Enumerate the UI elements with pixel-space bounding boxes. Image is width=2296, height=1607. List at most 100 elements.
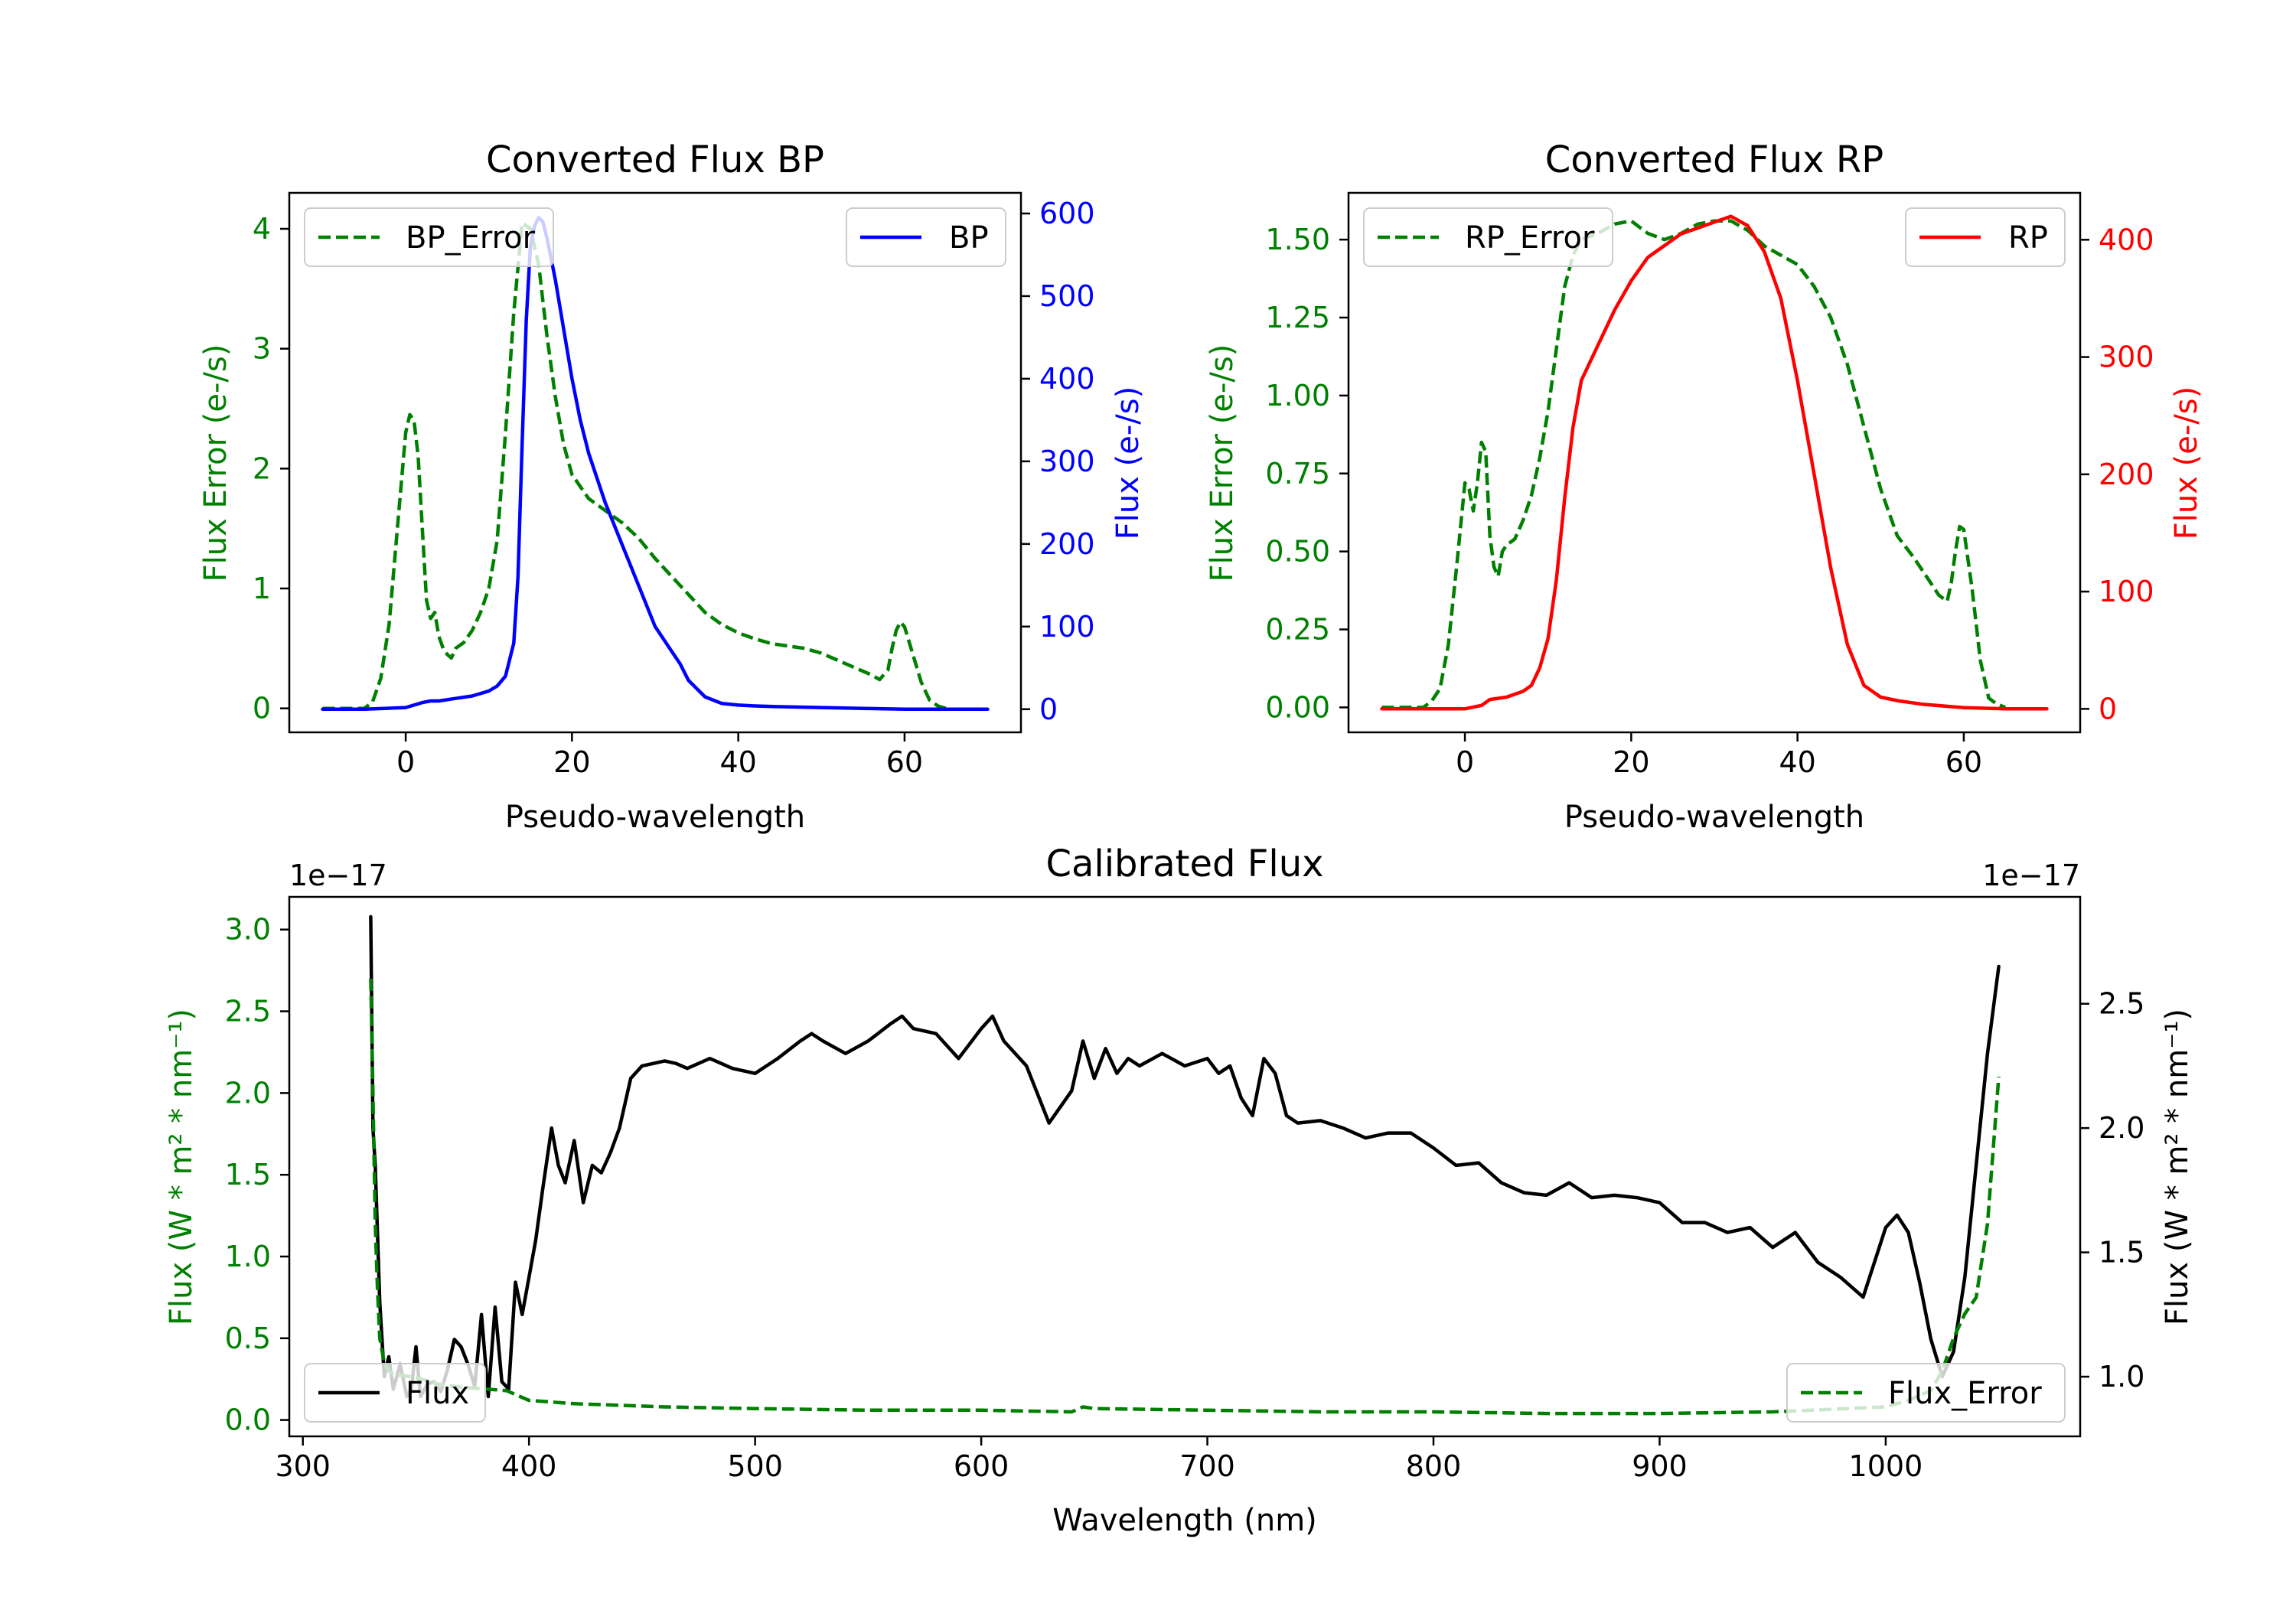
rp-y-tick-label-right: 100 <box>2099 575 2154 608</box>
calibrated-panel: Calibrated Flux 1e−17 1e−17 300 400 500 600… <box>164 843 2195 1538</box>
cal-y-tick-label-right: 1.5 <box>2099 1236 2144 1270</box>
bp-y-tick-label-right: 600 <box>1039 197 1095 230</box>
rp-axes-frame <box>1347 191 2082 734</box>
bp-legend-flux: BP <box>846 207 1006 267</box>
bp-y-tick-label-left: 2 <box>253 451 271 485</box>
cal-x-tick-label: 700 <box>1179 1449 1235 1483</box>
bp-legend-error: BP_Error <box>304 207 554 267</box>
cal-y-tick-label-right: 2.5 <box>2099 987 2144 1021</box>
rp-x-tick-label: 60 <box>1945 745 1982 779</box>
calibrated-y-ticks-right: 1.0 1.5 2.0 2.5 <box>2080 987 2144 1393</box>
rp-y-tick-label-left: 0.75 <box>1265 457 1330 491</box>
rp-y-tick-label-left: 1.00 <box>1265 379 1330 412</box>
calibrated-legend-flux-label: Flux <box>406 1376 469 1411</box>
cal-x-tick-label: 900 <box>1632 1449 1688 1483</box>
calibrated-legend-error-box <box>1786 1363 2066 1423</box>
calibrated-offset-right: 1e−17 <box>1982 859 2080 892</box>
bp-y-tick-label-right: 400 <box>1039 362 1095 396</box>
rp-legend-flux-label: RP <box>2008 220 2048 256</box>
rp-y-tick-label-left: 0.50 <box>1265 535 1330 569</box>
calibrated-y-ticks-left: 0.0 0.5 1.0 1.5 2.0 2.5 3.0 <box>225 913 289 1437</box>
cal-y-tick-label-left: 2.5 <box>225 995 271 1028</box>
rp-title: Converted Flux RP <box>1545 139 1883 181</box>
bp-series-bp-error <box>322 220 947 710</box>
calibrated-lines <box>369 914 2001 1416</box>
bp-y-tick-label-right: 200 <box>1039 527 1095 561</box>
bp-legend-error-box <box>304 207 554 267</box>
rp-series-rp-error <box>1381 219 2006 709</box>
bp-x-ticks: 0 20 40 60 <box>396 732 923 779</box>
bp-x-tick-label: 0 <box>396 745 415 779</box>
rp-y-axis-label-right: Flux (e-/s) <box>2169 386 2204 539</box>
bp-title: Converted Flux BP <box>486 139 824 181</box>
rp-y-ticks-left: 0.00 0.25 0.50 0.75 1.00 1.25 1.50 <box>1265 223 1349 724</box>
rp-y-tick-label-right: 0 <box>2099 692 2117 725</box>
calibrated-axes-frame <box>288 895 2082 1438</box>
cal-y-tick-label-left: 2.0 <box>225 1076 271 1110</box>
bp-y-tick-label-right: 500 <box>1039 279 1095 313</box>
rp-panel: Converted Flux RP 0 20 40 60 0.000.250.500.… <box>1205 139 2204 835</box>
bp-y-tick-label-right: 300 <box>1039 445 1095 478</box>
rp-y-tick-label-left: 1.50 <box>1265 223 1330 256</box>
bp-y-ticks-right: 0 100 200 300 400 500 600 <box>1021 197 1095 726</box>
calibrated-legend-error: Flux_Error <box>1786 1363 2066 1423</box>
rp-legend-error-label: RP_Error <box>1465 220 1595 256</box>
bp-x-tick-label: 20 <box>553 745 590 779</box>
bp-y-tick-label-left: 1 <box>253 572 271 605</box>
calibrated-title: Calibrated Flux <box>1045 843 1323 885</box>
rp-legend-flux: RP <box>1905 207 2066 267</box>
calibrated-legend-flux-box <box>304 1363 486 1423</box>
cal-y-tick-label-right: 2.0 <box>2099 1111 2144 1145</box>
rp-y-tick-label-left: 0.25 <box>1265 613 1330 647</box>
rp-legend-error: RP_Error <box>1363 207 1613 267</box>
cal-x-tick-label: 600 <box>954 1449 1009 1483</box>
cal-y-tick-label-left: 1.5 <box>225 1158 271 1191</box>
cal-y-tick-label-left: 1.0 <box>225 1240 271 1273</box>
bp-y-ticks-left: 0 1 2 3 4 <box>253 212 289 725</box>
rp-y-tick-label-right: 200 <box>2099 458 2154 491</box>
rp-x-tick-label: 20 <box>1613 745 1649 779</box>
cal-x-tick-label: 300 <box>275 1449 331 1483</box>
bp-legend-flux-label: BP <box>949 220 989 256</box>
calibrated-legend-flux: Flux <box>304 1363 486 1423</box>
rp-legend-error-box <box>1363 207 1613 267</box>
calibrated-y-axis-label-right: Flux (W * m² * nm⁻¹) <box>2160 1009 2195 1325</box>
cal-x-tick-label: 1000 <box>1849 1449 1923 1483</box>
cal-series-flux-error <box>369 978 2001 1416</box>
bp-y-tick-label-right: 0 <box>1039 693 1058 726</box>
rp-x-tick-label: 40 <box>1779 745 1815 779</box>
cal-x-tick-label: 500 <box>727 1449 783 1483</box>
cal-x-tick-label: 800 <box>1406 1449 1462 1483</box>
bp-legend-error-label: BP_Error <box>406 220 536 256</box>
bp-y-tick-label-left: 0 <box>253 692 271 725</box>
rp-x-axis-label: Pseudo-wavelength <box>1564 800 1864 835</box>
calibrated-offset-left: 1e−17 <box>289 859 387 892</box>
rp-x-tick-label: 0 <box>1456 745 1474 779</box>
calibrated-y-axis-label-left: Flux (W * m² * nm⁻¹) <box>164 1009 199 1325</box>
bp-lines <box>321 216 990 712</box>
bp-axes-frame <box>288 191 1022 734</box>
cal-y-tick-label-left: 0.0 <box>225 1403 271 1437</box>
rp-y-tick-label-right: 300 <box>2099 341 2154 374</box>
cal-y-tick-label-left: 3.0 <box>225 913 271 947</box>
cal-series-flux <box>369 914 2001 1399</box>
rp-y-ticks-right: 0 100 200 300 400 <box>2080 223 2154 725</box>
cal-y-tick-label-right: 1.0 <box>2099 1360 2144 1393</box>
rp-lines <box>1380 214 2049 711</box>
bp-x-axis-label: Pseudo-wavelength <box>505 800 805 835</box>
calibrated-x-axis-label: Wavelength (nm) <box>1052 1503 1317 1538</box>
bp-y-axis-label-left: Flux Error (e-/s) <box>198 344 233 582</box>
bp-legend-flux-box <box>846 207 1006 267</box>
cal-x-tick-label: 400 <box>501 1449 557 1483</box>
bp-y-tick-label-right: 100 <box>1039 610 1095 644</box>
calibrated-x-ticks: 300 400 500 600 700 800 900 1000 <box>275 1436 1923 1483</box>
rp-legend-flux-box <box>1905 207 2066 267</box>
bp-panel: Converted Flux BP 0 20 40 60 0 1 2 3 4 0 100 200 3… <box>198 139 1146 835</box>
calibrated-legend-error-label: Flux_Error <box>1888 1376 2042 1411</box>
bp-x-tick-label: 60 <box>886 745 923 779</box>
cal-y-tick-label-left: 0.5 <box>225 1322 271 1355</box>
rp-series-rp <box>1380 214 2049 711</box>
rp-y-axis-label-left: Flux Error (e-/s) <box>1205 344 1240 582</box>
rp-x-ticks: 0 20 40 60 <box>1456 732 1982 779</box>
